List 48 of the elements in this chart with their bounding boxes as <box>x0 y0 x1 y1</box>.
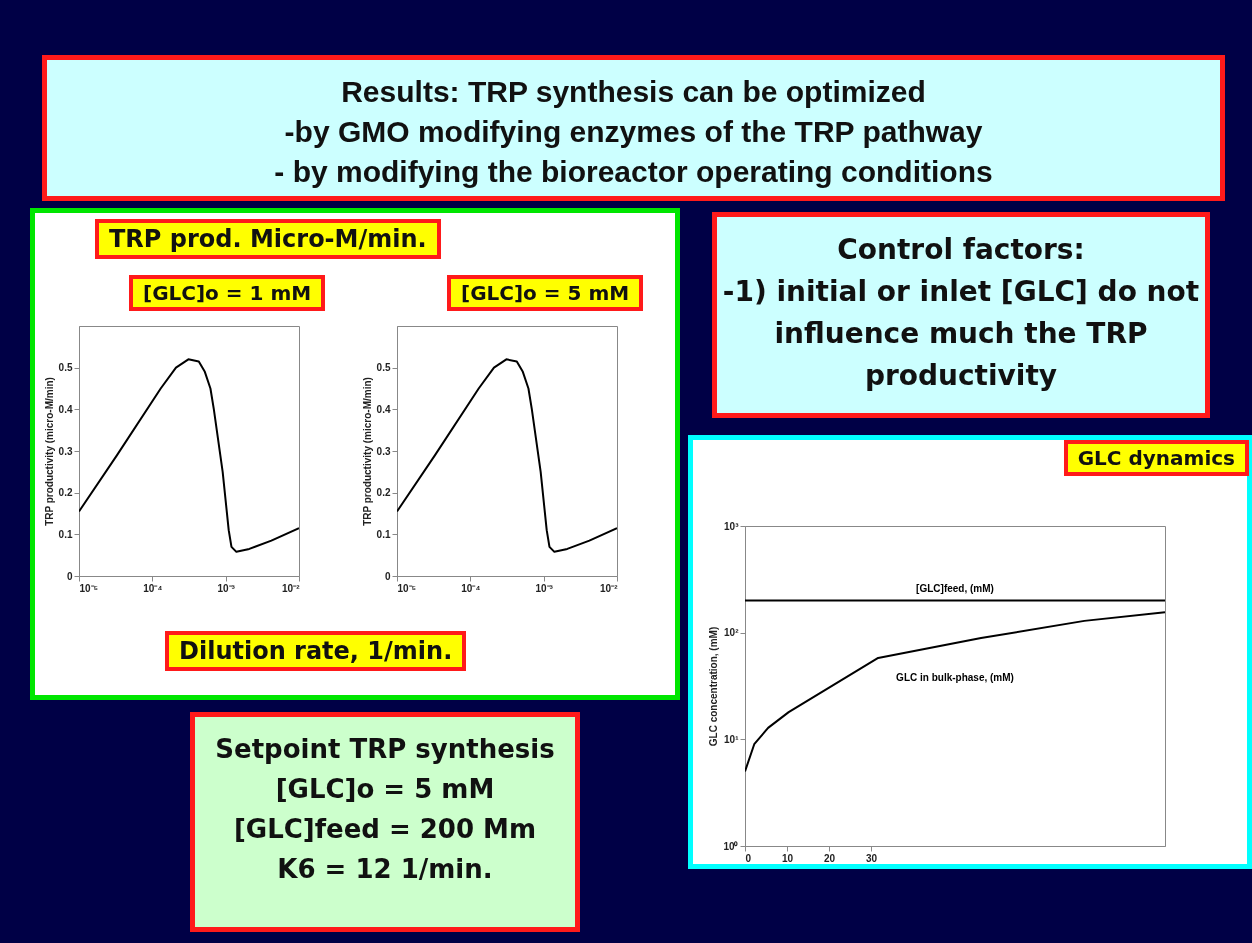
x-tick-label: 10⁻⁵ <box>397 582 417 594</box>
x-tick-label: 30 <box>865 852 878 864</box>
y-tick-label: 0 <box>384 570 391 582</box>
y-tick-label: 0.4 <box>58 403 73 415</box>
text: Setpoint TRP synthesis <box>214 733 556 766</box>
x-tick-label: 20 <box>823 852 836 864</box>
x-tick-label: 10⁻³ <box>217 582 236 594</box>
text: [GLC]o = 1 mM <box>129 275 326 311</box>
y-tick-label: 0.1 <box>58 528 73 540</box>
y-tick-label: 0 <box>66 570 73 582</box>
x-tick-label: 10⁻⁴ <box>143 582 163 594</box>
x-axis-title: Dilution rate, 1/min. <box>165 631 467 671</box>
chart-title: TRP prod. Micro-M/min. <box>95 219 441 259</box>
y-tick-label: 10⁰ <box>723 840 739 852</box>
text: - by modifying the bioreactor operating conditions <box>273 154 994 190</box>
y-tick-label: 0.2 <box>376 487 391 499</box>
text: [GLC]feed = 200 Mm <box>232 813 538 846</box>
chart-title: GLC dynamics <box>1063 440 1249 476</box>
x-tick-label: 10⁻² <box>600 582 619 594</box>
y-tick-label: 10² <box>724 627 740 639</box>
y-tick-label: 0.3 <box>58 445 73 457</box>
x-tick-label: 10⁻³ <box>535 582 554 594</box>
text: -by GMO modifying enzymes of the TRP pathway <box>283 114 984 150</box>
x-tick-label: 10⁻⁴ <box>461 582 481 594</box>
y-tick-label: 0.1 <box>376 528 391 540</box>
text: Control factors: <box>836 232 1086 268</box>
x-tick-label: 10⁻² <box>282 582 301 594</box>
y-tick-label: 10³ <box>724 520 740 532</box>
line-series <box>745 611 1165 773</box>
y-axis-title: TRP productivity (micro-M/min) <box>43 377 55 526</box>
y-tick-label: 0.4 <box>376 403 391 415</box>
text: Results: TRP synthesis can be optimized <box>340 74 927 110</box>
x-tick-label: 0 <box>745 852 752 864</box>
y-tick-label: 0.5 <box>376 362 391 374</box>
x-tick-label: 10 <box>781 852 794 864</box>
series-label: GLC in bulk-phase, (mM) <box>896 672 1014 684</box>
text: -1) initial or inlet [GLC] do not influence much the TRP productivity <box>721 274 1201 394</box>
x-tick-label: 10⁻⁵ <box>79 582 99 594</box>
y-tick-label: 10¹ <box>724 733 740 745</box>
y-tick-label: 0.5 <box>58 362 73 374</box>
y-tick-label: 0.3 <box>376 445 391 457</box>
text: [GLC]o = 5 mM <box>274 773 496 806</box>
y-axis-title: TRP productivity (micro-M/min) <box>361 377 373 526</box>
series-label: [GLC]feed, (mM) <box>916 582 994 594</box>
text: [GLC]o = 5 mM <box>447 275 644 311</box>
text: K6 = 12 1/min. <box>276 853 494 886</box>
y-axis-title: GLC concentration, (mM) <box>708 626 720 747</box>
y-tick-label: 0.2 <box>58 487 73 499</box>
